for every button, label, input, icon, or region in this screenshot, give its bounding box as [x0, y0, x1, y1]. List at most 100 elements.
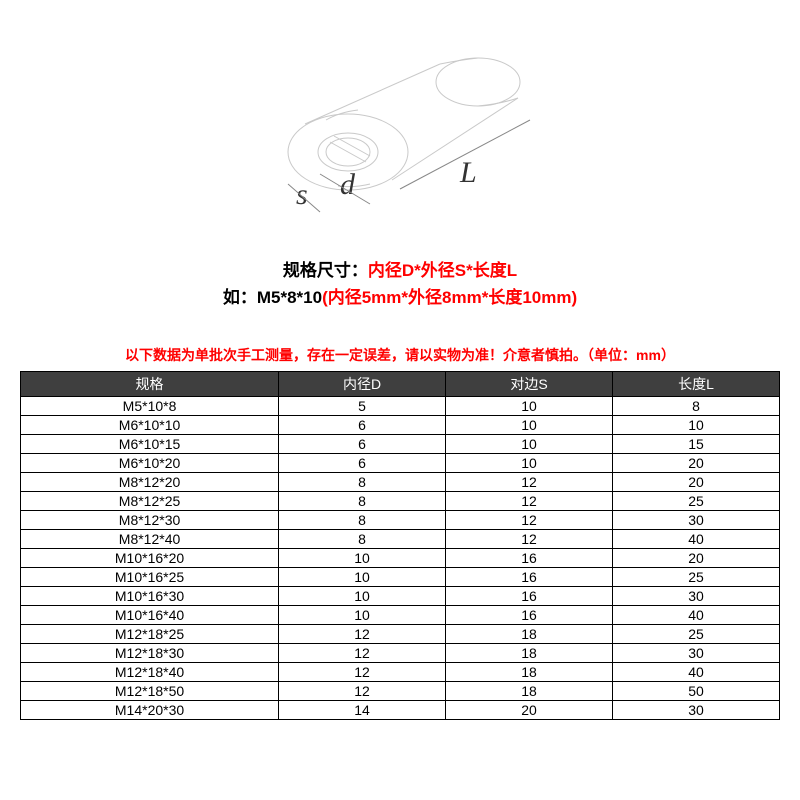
table-row: M5*10*85108: [21, 397, 780, 416]
table-cell: 18: [446, 682, 613, 701]
table-row: M8*12*4081240: [21, 530, 780, 549]
table-cell: M8*12*30: [21, 511, 279, 530]
table-row: M14*20*30142030: [21, 701, 780, 720]
table-cell: 6: [279, 454, 446, 473]
table-cell: 12: [279, 644, 446, 663]
table-cell: 8: [279, 473, 446, 492]
table-cell: 8: [613, 397, 780, 416]
table-cell: 30: [613, 701, 780, 720]
table-header-cell: 内径D: [279, 372, 446, 397]
label-d: d: [340, 168, 356, 201]
table-cell: M8*12*25: [21, 492, 279, 511]
table-cell: 16: [446, 568, 613, 587]
table-cell: 12: [279, 682, 446, 701]
table-row: M6*10*2061020: [21, 454, 780, 473]
table-cell: M8*12*40: [21, 530, 279, 549]
table-cell: 10: [279, 606, 446, 625]
table-cell: 20: [613, 549, 780, 568]
table-cell: 25: [613, 625, 780, 644]
caption-line2-red: (内径5mm*外径8mm*长度10mm): [322, 288, 577, 307]
table-row: M12*18*30121830: [21, 644, 780, 663]
label-s: s: [296, 178, 308, 211]
table-header-cell: 规格: [21, 372, 279, 397]
table-cell: 8: [279, 530, 446, 549]
table-cell: M10*16*25: [21, 568, 279, 587]
table-row: M10*16*30101630: [21, 587, 780, 606]
diagram-section: s d L: [0, 0, 800, 239]
table-row: M8*12*2081220: [21, 473, 780, 492]
table-cell: 12: [446, 530, 613, 549]
table-cell: M10*16*40: [21, 606, 279, 625]
label-L: L: [459, 156, 477, 189]
table-cell: 16: [446, 549, 613, 568]
table-header-cell: 对边S: [446, 372, 613, 397]
table-cell: 5: [279, 397, 446, 416]
caption-line1-black: 规格尺寸：: [283, 261, 368, 280]
table-cell: 14: [279, 701, 446, 720]
table-cell: 10: [446, 435, 613, 454]
table-row: M12*18*25121825: [21, 625, 780, 644]
table-row: M6*10*1561015: [21, 435, 780, 454]
table-cell: 10: [446, 416, 613, 435]
table-cell: M12*18*30: [21, 644, 279, 663]
table-cell: 10: [279, 568, 446, 587]
table-cell: M6*10*15: [21, 435, 279, 454]
table-row: M8*12*3081230: [21, 511, 780, 530]
table-cell: 12: [279, 663, 446, 682]
caption: 规格尺寸：内径D*外径S*长度L 如：M5*8*10(内径5mm*外径8mm*长…: [0, 257, 800, 311]
table-cell: 18: [446, 644, 613, 663]
table-cell: 40: [613, 606, 780, 625]
table-head: 规格内径D对边S长度L: [21, 372, 780, 397]
table-cell: 25: [613, 492, 780, 511]
table-row: M8*12*2581225: [21, 492, 780, 511]
caption-line1-red: 内径D*外径S*长度L: [368, 261, 517, 280]
table-cell: 20: [446, 701, 613, 720]
table-cell: 10: [279, 587, 446, 606]
table-cell: 6: [279, 416, 446, 435]
table-cell: 12: [446, 473, 613, 492]
table-body: M5*10*85108M6*10*1061010M6*10*1561015M6*…: [21, 397, 780, 720]
table-row: M12*18*40121840: [21, 663, 780, 682]
table-cell: M10*16*20: [21, 549, 279, 568]
table-cell: 10: [446, 454, 613, 473]
table-cell: M6*10*10: [21, 416, 279, 435]
table-row: M10*16*20101620: [21, 549, 780, 568]
table-cell: 10: [279, 549, 446, 568]
table-cell: 20: [613, 454, 780, 473]
table-cell: M12*18*50: [21, 682, 279, 701]
table-cell: 40: [613, 530, 780, 549]
table-cell: 18: [446, 663, 613, 682]
table-cell: 10: [446, 397, 613, 416]
table-cell: M6*10*20: [21, 454, 279, 473]
table-cell: M12*18*25: [21, 625, 279, 644]
warning-text: 以下数据为单批次手工测量，存在一定误差，请以实物为准！介意者慎拍。（单位：mm）: [0, 345, 800, 365]
table-cell: 12: [446, 492, 613, 511]
spec-table: 规格内径D对边S长度L M5*10*85108M6*10*1061010M6*1…: [20, 371, 780, 720]
table-cell: 25: [613, 568, 780, 587]
table-cell: 50: [613, 682, 780, 701]
table-row: M10*16*25101625: [21, 568, 780, 587]
table-cell: 10: [613, 416, 780, 435]
table-cell: 18: [446, 625, 613, 644]
table-cell: 16: [446, 606, 613, 625]
table-header-cell: 长度L: [613, 372, 780, 397]
table-header-row: 规格内径D对边S长度L: [21, 372, 780, 397]
table-cell: M12*18*40: [21, 663, 279, 682]
table-cell: 30: [613, 587, 780, 606]
table-row: M6*10*1061010: [21, 416, 780, 435]
table-cell: 8: [279, 492, 446, 511]
table-cell: 16: [446, 587, 613, 606]
table-cell: 15: [613, 435, 780, 454]
table-cell: M8*12*20: [21, 473, 279, 492]
table-cell: 12: [446, 511, 613, 530]
caption-line2-black: 如：M5*8*10: [223, 288, 322, 307]
table-cell: 30: [613, 644, 780, 663]
table-row: M10*16*40101640: [21, 606, 780, 625]
table-cell: M14*20*30: [21, 701, 279, 720]
table-cell: M5*10*8: [21, 397, 279, 416]
table-cell: M10*16*30: [21, 587, 279, 606]
table-cell: 6: [279, 435, 446, 454]
table-cell: 12: [279, 625, 446, 644]
table-cell: 8: [279, 511, 446, 530]
cylinder-diagram: s d L: [230, 24, 570, 239]
